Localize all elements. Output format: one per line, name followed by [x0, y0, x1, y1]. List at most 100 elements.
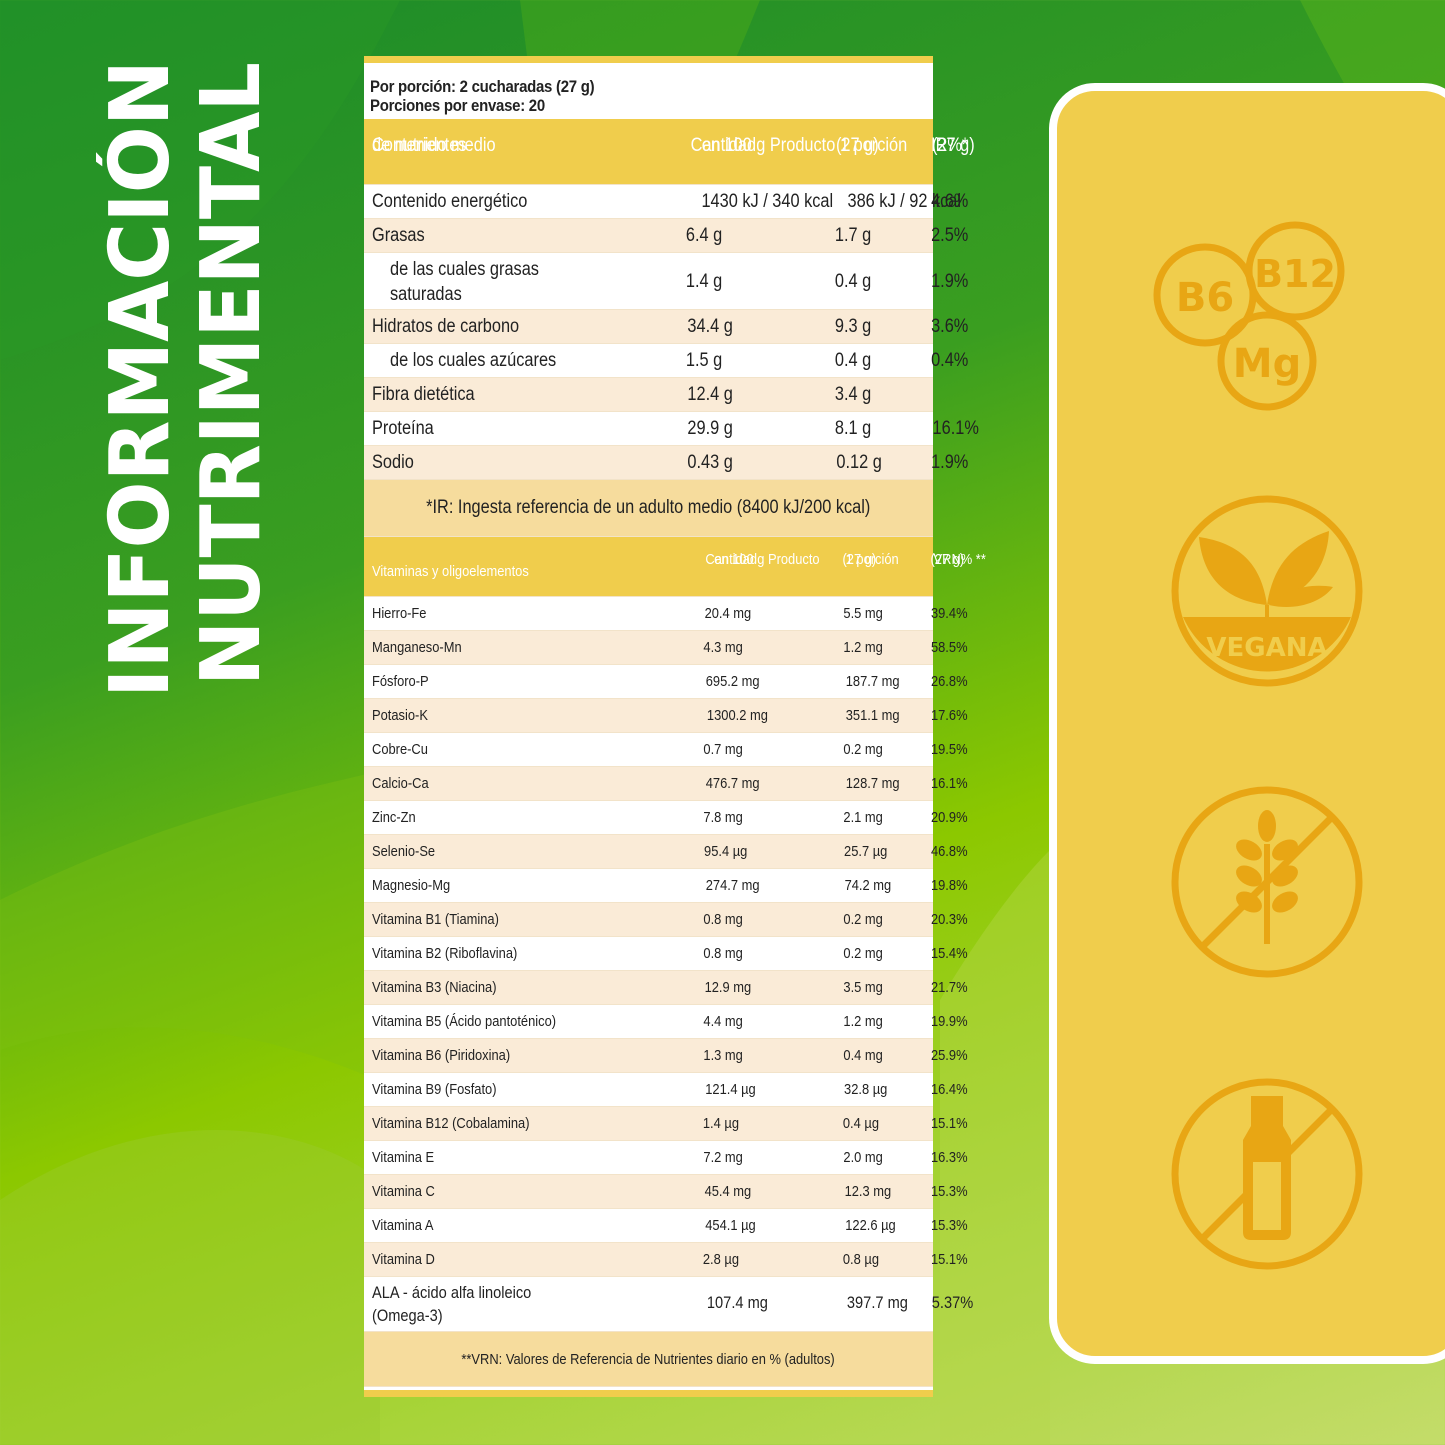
- vrn-footnote-text: **VRN: Valores de Referencia de Nutrient…: [461, 1350, 836, 1368]
- vitamin-vrn-pct: 16.1%: [930, 775, 968, 792]
- nutrient-name: de los cuales azúcares: [390, 350, 557, 371]
- nutrient-name-1: de las cuales grasas: [390, 259, 539, 280]
- badge-mg: Mg: [1233, 341, 1301, 387]
- vitamin-name: Hierro-Fe: [372, 605, 427, 622]
- omega-pct: 5.37%: [931, 1293, 974, 1312]
- nutrient-per100: 6.4 g: [685, 225, 723, 246]
- vitamin-row: Selenio-Se 95.4 µg 25.7 µg 46.8%: [364, 835, 968, 869]
- vitamin-vrn-pct: 25.9%: [930, 1047, 968, 1064]
- ir-footnote: *IR: Ingesta referencia de un adulto med…: [364, 480, 933, 537]
- nutrient-name: Hidratos de carbono: [372, 316, 520, 337]
- vitamin-name: Vitamina D: [372, 1251, 435, 1268]
- vitamin-vrn-pct: 39.4%: [930, 605, 968, 622]
- vitamin-per100: 454.1 µg: [705, 1217, 756, 1234]
- omega-name-2: (Omega-3): [372, 1306, 443, 1325]
- vitamin-row: Vitamina B9 (Fosfato) 121.4 µg 32.8 µg 16.4…: [364, 1073, 968, 1107]
- vitamin-vrn-pct: 17.6%: [930, 707, 968, 724]
- vitamin-portion: 74.2 mg: [844, 877, 892, 894]
- nutrient-ir-pct: 3.6%: [931, 316, 969, 337]
- nutrient-portion: 9.3 g: [834, 316, 872, 337]
- vitamin-row: Vitamina B6 (Piridoxina) 1.3 mg 0.4 mg 25.9…: [364, 1039, 968, 1073]
- nutrient-row: Contenido energético 1430 kJ / 340 kcal 38…: [364, 185, 968, 219]
- vitamin-row: Manganeso-Mn 4.3 mg 1.2 mg 58.5%: [364, 631, 968, 665]
- vitamin-per100: 7.2 mg: [703, 1149, 743, 1166]
- header-nutrient-2: de nutrientes: [372, 135, 467, 156]
- nutrient-per100: 0.43 g: [687, 452, 733, 473]
- vitamin-per100: 45.4 mg: [704, 1183, 752, 1200]
- nutrient-per100: 1.4 g: [685, 270, 723, 292]
- vitamin-portion: 32.8 µg: [844, 1081, 888, 1098]
- vitamins-b6-b12-mg-icon: B6 B12 Mg: [1153, 221, 1345, 411]
- vitamin-per100: 20.4 mg: [704, 605, 752, 622]
- nutrient-ir-pct: 4.6%: [931, 191, 969, 212]
- nutrient-portion: 3.4 g: [834, 384, 872, 405]
- vitamin-per100: 12.9 mg: [704, 979, 752, 996]
- vitamin-row: Cobre-Cu 0.7 mg 0.2 mg 19.5%: [364, 733, 968, 767]
- header-portion-2: (27 g): [835, 135, 879, 156]
- nutrient-ir-pct: 0.4%: [931, 350, 969, 371]
- vitamin-portion: 3.5 mg: [843, 979, 883, 996]
- serving-portions-per-pack: Porciones por envase: 20: [370, 96, 545, 115]
- vegan-leaf-icon: VEGANA: [1171, 495, 1363, 687]
- nutrition-panel: Por porción: 2 cucharadas (27 g) Porcion…: [364, 56, 986, 1397]
- vitamin-row: Vitamina B1 (Tiamina) 0.8 mg 0.2 mg 20.3%: [364, 903, 968, 937]
- vitamin-name: Magnesio-Mg: [372, 877, 451, 894]
- vitamin-per100: 0.7 mg: [703, 741, 743, 758]
- vitamin-portion: 5.5 mg: [843, 605, 883, 622]
- vitamin-portion: 351.1 mg: [845, 707, 900, 724]
- vitamin-vrn-pct: 19.5%: [930, 741, 968, 758]
- nutrient-portion: 0.12 g: [836, 452, 882, 473]
- title-line-1: INFORMACIÓN: [96, 60, 188, 698]
- omega-row: ALA - ácido alfa linoleico (Omega-3) 107.…: [364, 1277, 973, 1332]
- vitamin-portion: 0.4 mg: [843, 1047, 883, 1064]
- vitamin-portion: 2.1 mg: [843, 809, 883, 826]
- vitamin-vrn-pct: 15.4%: [930, 945, 968, 962]
- vitamin-row: Vitamina B2 (Riboflavina) 0.8 mg 0.2 mg 15.…: [364, 937, 968, 971]
- vitamin-portion: 128.7 mg: [845, 775, 900, 792]
- nutrient-ir-pct: 1.9%: [931, 452, 969, 473]
- header-nutrient-1: Contenido medio: [372, 135, 496, 156]
- vitamin-name: Vitamina B6 (Piridoxina): [372, 1047, 511, 1064]
- vitamin-name: Calcio-Ca: [372, 775, 429, 792]
- header-ir-1: IR%*: [931, 135, 969, 156]
- vitamin-row: Vitamina E 7.2 mg 2.0 mg 16.3%: [364, 1141, 968, 1175]
- nutrient-per100: 29.9 g: [687, 418, 733, 439]
- vitamin-name: Vitamina B2 (Riboflavina): [372, 945, 518, 962]
- nutrient-per100: 34.4 g: [687, 316, 733, 337]
- serving-per-portion: Por porción: 2 cucharadas (27 g): [370, 77, 595, 96]
- badges-card: B6 B12 Mg VEGANA: [1049, 83, 1445, 1364]
- vitamin-portion: 122.6 µg: [845, 1217, 896, 1234]
- vitamin-per100: 695.2 mg: [705, 673, 760, 690]
- vitamin-portion: 0.2 mg: [843, 741, 883, 758]
- header-vit-per100-1: Cantidad: [705, 551, 758, 568]
- vitamin-per100: 1300.2 mg: [706, 707, 768, 724]
- nutrient-name: Contenido energético: [372, 191, 528, 212]
- vitamin-portion: 187.7 mg: [845, 673, 900, 690]
- badge-b6: B6: [1176, 275, 1234, 321]
- nutrient-ir-pct: 1.9%: [931, 270, 969, 292]
- vitamin-vrn-pct: 19.8%: [930, 877, 968, 894]
- vitamin-row: Hierro-Fe 20.4 mg 5.5 mg 39.4%: [364, 597, 968, 631]
- nutrient-per100: 1430 kJ / 340 kcal: [701, 191, 834, 212]
- omega-portion: 397.7 mg: [846, 1293, 908, 1312]
- header-per100-2: en 100 g Producto: [701, 135, 836, 156]
- vitamin-portion: 1.2 mg: [843, 639, 883, 656]
- vitamin-vrn-pct: 26.8%: [930, 673, 968, 690]
- vitamin-row: Vitamina D 2.8 µg 0.8 µg 15.1%: [364, 1243, 968, 1277]
- header-portion-1: 1 porción: [839, 135, 908, 156]
- nutrients-table-header: Contenido medio de nutrientes Cantidad en …: [364, 119, 975, 185]
- vitamin-row: Calcio-Ca 476.7 mg 128.7 mg 16.1%: [364, 767, 968, 801]
- header-per100-1: Cantidad: [690, 135, 757, 156]
- nutrient-name: Fibra dietética: [372, 384, 475, 405]
- vitamin-row: Fósforo-P 695.2 mg 187.7 mg 26.8%: [364, 665, 968, 699]
- nutrient-row: Proteína 29.9 g 8.1 g 16.1%: [364, 412, 979, 446]
- vitamin-portion: 2.0 mg: [843, 1149, 883, 1166]
- nutrient-ir-pct: 2.5%: [931, 225, 969, 246]
- nutrient-ir-pct: 16.1%: [932, 418, 979, 439]
- nutrient-portion: 0.4 g: [834, 270, 872, 292]
- vitamin-vrn-pct: 15.1%: [930, 1251, 968, 1268]
- vitamin-name: Vitamina B12 (Cobalamina): [372, 1115, 530, 1132]
- vitamin-vrn-pct: 58.5%: [930, 639, 968, 656]
- vitamin-row: Magnesio-Mg 274.7 mg 74.2 mg 19.8%: [364, 869, 968, 903]
- vitamin-name: Vitamina C: [372, 1183, 435, 1200]
